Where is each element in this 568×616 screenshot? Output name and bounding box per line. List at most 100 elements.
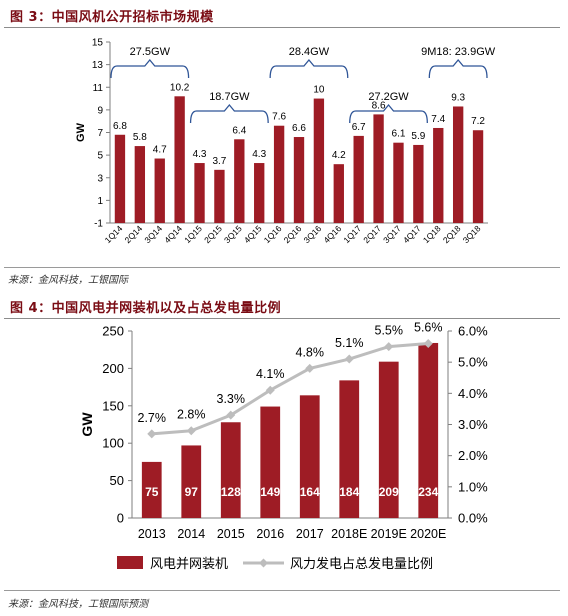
chart1-group-brace — [269, 58, 349, 79]
chart1-bar — [134, 146, 146, 223]
chart2-line-series — [151, 341, 429, 436]
chart2-legend-bar-label: 风电并网装机 — [150, 556, 228, 571]
chart2-x-tick-label: 2018E — [331, 527, 367, 541]
chart1-x-tick-label: 1Q17 — [341, 223, 363, 245]
chart1-x-tick-label: 3Q15 — [222, 223, 244, 245]
chart1-group-brace — [349, 103, 428, 124]
chart1-data-label: 10 — [313, 85, 325, 96]
chart1-source: 来源：金风科技，工银国际 — [8, 275, 128, 286]
chart2-left-tick-label: 200 — [102, 361, 124, 376]
chart2-line-data-label: 2.8% — [177, 408, 206, 422]
chart2-line-marker — [265, 385, 275, 395]
chart2-right-tick-label: 0.0% — [458, 511, 488, 526]
chart2-bar — [299, 395, 320, 518]
chart1-bar — [174, 96, 185, 223]
chart2-x-tick-label: 2020E — [410, 527, 446, 541]
chart1-bar — [373, 114, 384, 223]
chart1-y-tick-label: 1 — [97, 196, 103, 207]
chart1-x-tick-label: 2Q18 — [441, 223, 463, 245]
chart2-x-tick-label: 2014 — [177, 527, 205, 541]
chart2-bar-value-label: 97 — [185, 485, 199, 499]
chart1-bar — [433, 127, 444, 223]
chart2-legend-line-label: 风力发电占总发电量比例 — [290, 556, 433, 571]
chart1-bar — [333, 164, 344, 223]
chart1-bar — [452, 106, 464, 223]
chart1-x-tick-label: 1Q15 — [182, 223, 204, 245]
chart2-line-data-label: 5.1% — [335, 336, 364, 350]
chart2-left-tick-label: 50 — [110, 473, 124, 488]
chart2-x-tick-label: 2015 — [217, 527, 245, 541]
chart1-group-brace — [110, 58, 190, 79]
chart2-bar — [260, 406, 281, 518]
chart2-bar-value-label: 184 — [339, 485, 359, 499]
chart2-line-marker — [147, 429, 157, 439]
chart2-title: 图 4：中国风电并网装机以及占总发电量比例 — [10, 301, 282, 316]
chart2-legend-line-marker — [259, 558, 268, 568]
chart1-x-tick-label: 2Q17 — [361, 223, 383, 245]
chart1-group-label: 9M18: 23.9GW — [421, 46, 496, 58]
chart1-data-label: 8.6 — [372, 100, 386, 111]
chart1-bar — [293, 137, 305, 223]
chart1-bar — [472, 130, 484, 223]
chart2-right-tick-label: 2.0% — [458, 448, 488, 463]
chart2-line-data-label: 4.1% — [256, 367, 285, 381]
chart2-right-tick-label: 5.0% — [458, 355, 488, 370]
chart1-data-label: 6.1 — [392, 129, 406, 140]
chart1-bar — [273, 125, 285, 223]
chart1-x-tick-label: 3Q17 — [381, 223, 403, 245]
chart2-line-data-label: 2.7% — [138, 411, 167, 425]
chart1-data-label: 6.6 — [292, 123, 306, 134]
chart1-bar — [313, 98, 325, 223]
chart2-line-marker — [226, 410, 236, 420]
chart1-bar — [194, 163, 205, 223]
chart1-x-tick-label: 1Q16 — [262, 223, 284, 245]
chart2-line-marker — [186, 426, 196, 436]
chart1-y-tick-label: 11 — [93, 83, 104, 94]
chart1-y-tick-label: 15 — [92, 38, 104, 49]
chart1-bar — [254, 163, 265, 223]
chart1-x-tick-label: 4Q17 — [401, 223, 423, 245]
chart2-bar-value-label: 164 — [300, 485, 320, 499]
chart1-x-tick-label: 4Q16 — [321, 223, 343, 245]
chart1-y-axis-label: GW — [75, 122, 87, 142]
chart1-x-tick-label: 2Q16 — [282, 223, 304, 245]
chart1-data-label: 3.7 — [212, 156, 226, 167]
chart2-right-tick-label: 3.0% — [458, 417, 488, 432]
chart2-left-tick-label: 100 — [102, 436, 124, 451]
chart1-x-tick-label: 2Q15 — [202, 223, 224, 245]
chart2-left-tick-label: 250 — [102, 324, 124, 339]
chart2-left-tick-label: 0 — [117, 511, 124, 526]
chart1-bar — [413, 144, 424, 223]
chart1-bottom-rule — [4, 267, 560, 268]
chart1-group-label: 28.4GW — [289, 46, 330, 58]
chart2-bar — [378, 361, 399, 518]
chart1-data-label: 5.8 — [133, 132, 147, 143]
chart1-x-tick-label: 1Q18 — [421, 223, 443, 245]
chart1-bar — [114, 134, 126, 223]
chart1-data-label: 10.2 — [170, 82, 190, 93]
chart2-bottom-rule — [4, 590, 560, 591]
chart1-y-tick-label: 3 — [97, 173, 103, 184]
chart2-x-tick-label: 2013 — [138, 527, 166, 541]
chart2-left-tick-label: 150 — [102, 398, 124, 413]
chart2-line-marker — [384, 342, 394, 352]
chart1-y-tick-label: -1 — [94, 219, 103, 230]
chart2-line-marker — [305, 363, 315, 373]
chart2-line-marker — [344, 354, 354, 364]
chart2-bar-value-label: 234 — [418, 485, 438, 499]
chart1-y-tick-label: 5 — [97, 151, 103, 162]
chart1-group-label: 18.7GW — [209, 91, 250, 103]
chart1-data-label: 6.4 — [232, 125, 246, 136]
chart2-right-tick-label: 4.0% — [458, 386, 488, 401]
chart2-line-data-label: 3.3% — [217, 392, 246, 406]
chart1-bar — [154, 158, 165, 223]
chart2-bar — [181, 445, 202, 518]
chart1-data-label: 4.3 — [252, 149, 266, 160]
chart2-bar-value-label: 75 — [145, 485, 159, 499]
chart2-right-tick-label: 6.0% — [458, 324, 488, 339]
chart1-data-label: 7.4 — [431, 114, 445, 125]
chart2-line-data-label: 5.6% — [414, 320, 443, 334]
chart1-bar — [234, 139, 245, 223]
chart1-x-tick-label: 1Q14 — [103, 223, 125, 245]
